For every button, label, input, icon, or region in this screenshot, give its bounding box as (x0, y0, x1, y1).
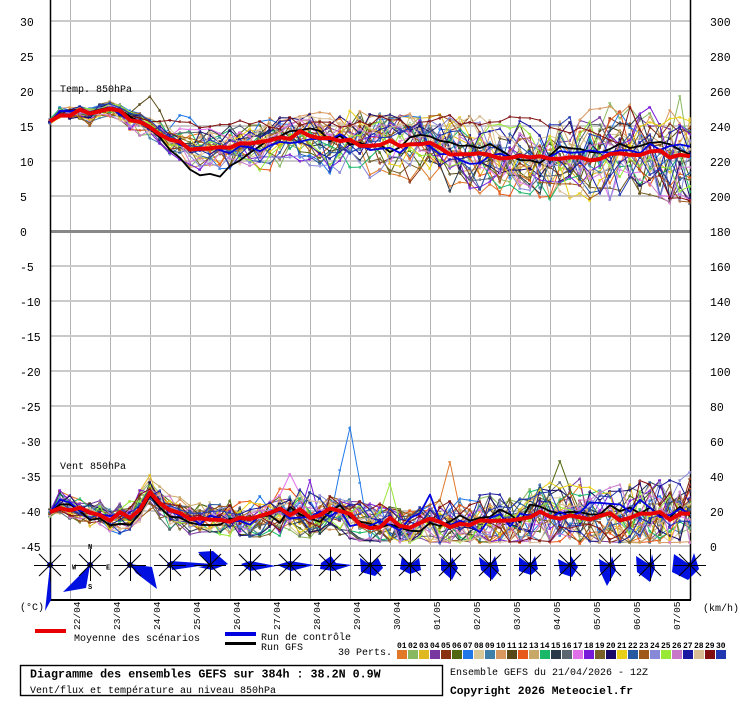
svg-text:200: 200 (710, 192, 731, 205)
svg-text:30: 30 (20, 17, 34, 30)
svg-text:Vent/flux et température au ni: Vent/flux et température au niveau 850hP… (30, 685, 276, 697)
svg-text:17: 17 (573, 642, 583, 651)
svg-text:N: N (88, 544, 92, 552)
svg-text:16: 16 (562, 642, 572, 651)
svg-text:25: 25 (20, 52, 34, 65)
svg-text:-10: -10 (20, 297, 41, 310)
svg-text:02: 02 (408, 642, 418, 651)
svg-text:20: 20 (710, 507, 724, 520)
svg-text:280: 280 (710, 52, 731, 65)
svg-text:Temp. 850hPa: Temp. 850hPa (60, 84, 132, 96)
svg-text:Diagramme des ensembles GEFS s: Diagramme des ensembles GEFS sur 384h : … (30, 668, 382, 682)
svg-text:27: 27 (683, 642, 693, 651)
svg-text:29/04: 29/04 (352, 601, 363, 630)
svg-text:05/05: 05/05 (592, 601, 603, 630)
svg-text:07: 07 (463, 642, 473, 651)
svg-text:20: 20 (20, 87, 34, 100)
svg-text:19: 19 (595, 642, 605, 651)
svg-text:5: 5 (20, 192, 27, 205)
svg-text:03/05: 03/05 (512, 601, 523, 630)
svg-text:-5: -5 (20, 262, 34, 275)
svg-text:12: 12 (518, 642, 528, 651)
svg-text:24: 24 (650, 642, 660, 651)
svg-text:18: 18 (584, 642, 594, 651)
svg-text:14: 14 (540, 642, 550, 651)
svg-text:15: 15 (551, 642, 561, 651)
svg-text:S: S (88, 584, 92, 592)
svg-text:100: 100 (710, 367, 731, 380)
svg-text:26: 26 (672, 642, 682, 651)
svg-text:(km/h): (km/h) (703, 603, 739, 615)
svg-text:29: 29 (705, 642, 715, 651)
svg-text:Moyenne des scénarios: Moyenne des scénarios (74, 633, 200, 645)
svg-text:05: 05 (441, 642, 451, 651)
svg-text:23/04: 23/04 (112, 601, 123, 630)
svg-text:Run de contrôle: Run de contrôle (261, 632, 351, 644)
svg-text:28/04: 28/04 (312, 601, 323, 630)
svg-text:40: 40 (710, 472, 724, 485)
svg-text:(°C): (°C) (20, 602, 44, 614)
svg-text:03: 03 (419, 642, 429, 651)
svg-text:140: 140 (710, 297, 731, 310)
svg-text:-40: -40 (20, 507, 41, 520)
svg-text:02/05: 02/05 (472, 601, 483, 630)
svg-text:08: 08 (474, 642, 484, 651)
svg-text:25/04: 25/04 (192, 601, 203, 630)
svg-text:23: 23 (639, 642, 649, 651)
svg-text:220: 220 (710, 157, 731, 170)
svg-text:27/04: 27/04 (272, 601, 283, 630)
svg-text:-30: -30 (20, 437, 41, 450)
svg-text:22/04: 22/04 (72, 601, 83, 630)
svg-text:09: 09 (485, 642, 495, 651)
svg-text:30: 30 (716, 642, 726, 651)
svg-text:180: 180 (710, 227, 731, 240)
svg-text:80: 80 (710, 402, 724, 415)
svg-text:22: 22 (628, 642, 638, 651)
svg-text:15: 15 (20, 122, 34, 135)
svg-text:13: 13 (529, 642, 539, 651)
svg-text:0: 0 (710, 542, 717, 555)
svg-text:-25: -25 (20, 402, 41, 415)
svg-text:06: 06 (452, 642, 462, 651)
svg-text:10: 10 (496, 642, 506, 651)
svg-text:21: 21 (617, 642, 627, 651)
svg-text:07/05: 07/05 (672, 601, 683, 630)
svg-text:10: 10 (20, 157, 34, 170)
svg-text:60: 60 (710, 437, 724, 450)
svg-text:01: 01 (397, 642, 407, 651)
svg-text:28: 28 (694, 642, 704, 651)
svg-text:26/04: 26/04 (232, 601, 243, 630)
svg-text:240: 240 (710, 122, 731, 135)
svg-text:-20: -20 (20, 367, 41, 380)
svg-text:04/05: 04/05 (552, 601, 563, 630)
svg-text:24/04: 24/04 (152, 601, 163, 630)
svg-text:-15: -15 (20, 332, 41, 345)
svg-text:0: 0 (20, 227, 27, 240)
svg-text:30/04: 30/04 (392, 601, 403, 630)
svg-text:20: 20 (606, 642, 616, 651)
svg-text:Run GFS: Run GFS (261, 643, 303, 654)
svg-text:25: 25 (661, 642, 671, 651)
svg-text:260: 260 (710, 87, 731, 100)
svg-text:W: W (72, 565, 77, 573)
svg-text:Vent 850hPa: Vent 850hPa (60, 461, 126, 473)
svg-text:01/05: 01/05 (432, 601, 443, 630)
svg-text:Copyright 2026 Meteociel.fr: Copyright 2026 Meteociel.fr (450, 686, 633, 698)
svg-text:E: E (106, 565, 110, 573)
svg-text:-45: -45 (20, 542, 41, 555)
svg-text:30 Perts.: 30 Perts. (338, 648, 392, 659)
svg-text:-35: -35 (20, 472, 41, 485)
svg-text:11: 11 (507, 642, 517, 651)
svg-text:Ensemble GEFS du 21/04/2026 -: Ensemble GEFS du 21/04/2026 - 12Z (450, 667, 648, 679)
svg-text:04: 04 (430, 642, 440, 651)
svg-text:300: 300 (710, 17, 731, 30)
svg-text:06/05: 06/05 (632, 601, 643, 630)
svg-text:120: 120 (710, 332, 731, 345)
svg-text:160: 160 (710, 262, 731, 275)
